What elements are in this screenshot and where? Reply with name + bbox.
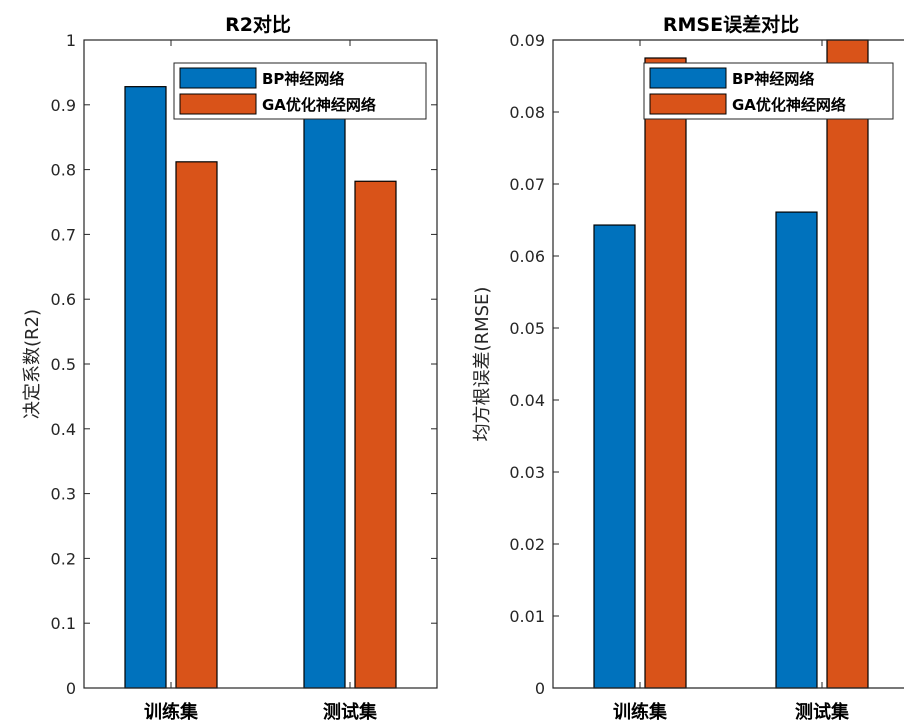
- legend-swatch-bp: [649, 67, 727, 89]
- y-tick-label: 0.05: [509, 319, 545, 338]
- y-tick-label: 0.6: [51, 290, 76, 309]
- x-tick-label: 测试集: [795, 701, 850, 723]
- legend: BP神经网络 GA优化神经网络: [643, 62, 894, 120]
- y-tick-label: 0.5: [51, 355, 76, 374]
- y-tick-label: 0: [535, 679, 545, 698]
- y-tick-label: 0.9: [51, 96, 76, 115]
- y-tick-label: 0.03: [509, 463, 545, 482]
- legend-label-bp: BP神经网络: [262, 70, 344, 88]
- bar-ga-1: [826, 39, 869, 689]
- chart-title: R2对比: [225, 13, 291, 36]
- legend-label-ga: GA优化神经网络: [262, 96, 376, 114]
- y-tick-label: 0.02: [509, 535, 545, 554]
- legend-swatch-ga: [649, 93, 727, 115]
- y-tick-label: 0.01: [509, 607, 545, 626]
- y-axis-label: 均方根误差(RMSE): [472, 287, 493, 442]
- bar-bp-1: [303, 87, 346, 689]
- legend: BP神经网络 GA优化神经网络: [173, 62, 427, 120]
- y-tick-label: 0.08: [509, 103, 545, 122]
- y-tick-label: 0.06: [509, 247, 545, 266]
- legend-swatch-bp: [179, 67, 257, 89]
- bar-ga-0: [644, 57, 687, 689]
- y-tick-label: 0.1: [51, 614, 76, 633]
- y-tick-label: 0.7: [51, 225, 76, 244]
- bar-bp-1: [775, 211, 818, 689]
- bar-ga-0: [175, 161, 218, 689]
- y-tick-label: 0.4: [51, 420, 76, 439]
- bar-bp-0: [124, 86, 167, 689]
- rmse-chart: RMSE误差对比 0 0.01 0.02 0.03 0.04 0.05 0.06 0.07 0.…: [472, 13, 904, 723]
- y-tick-label: 0.3: [51, 485, 76, 504]
- y-tick-label: 0.04: [509, 391, 545, 410]
- y-tick-label: 0.8: [51, 161, 76, 180]
- x-tick-label: 测试集: [323, 701, 378, 723]
- x-tick-label: 训练集: [613, 701, 668, 723]
- y-tick-label: 0: [66, 679, 76, 698]
- legend-swatch-ga: [179, 93, 257, 115]
- y-tick-label: 0.2: [51, 549, 76, 568]
- y-tick-label: 0.09: [509, 31, 545, 50]
- chart-title: RMSE误差对比: [663, 13, 799, 36]
- r2-chart: R2对比 0 0.1 0.2 0.3 0.4 0.5 0.6 0.7 0.8 0.9 1 训练集 测试…: [22, 13, 438, 723]
- axes-box: [552, 39, 904, 689]
- legend-label-ga: GA优化神经网络: [732, 96, 846, 114]
- bar-ga-1: [354, 180, 397, 689]
- x-tick-label: 训练集: [144, 701, 199, 723]
- y-axis-label: 决定系数(R2): [22, 309, 43, 419]
- bar-bp-0: [593, 224, 636, 689]
- y-tick-label: 1: [66, 31, 76, 50]
- y-tick-label: 0.07: [509, 175, 545, 194]
- legend-label-bp: BP神经网络: [732, 70, 814, 88]
